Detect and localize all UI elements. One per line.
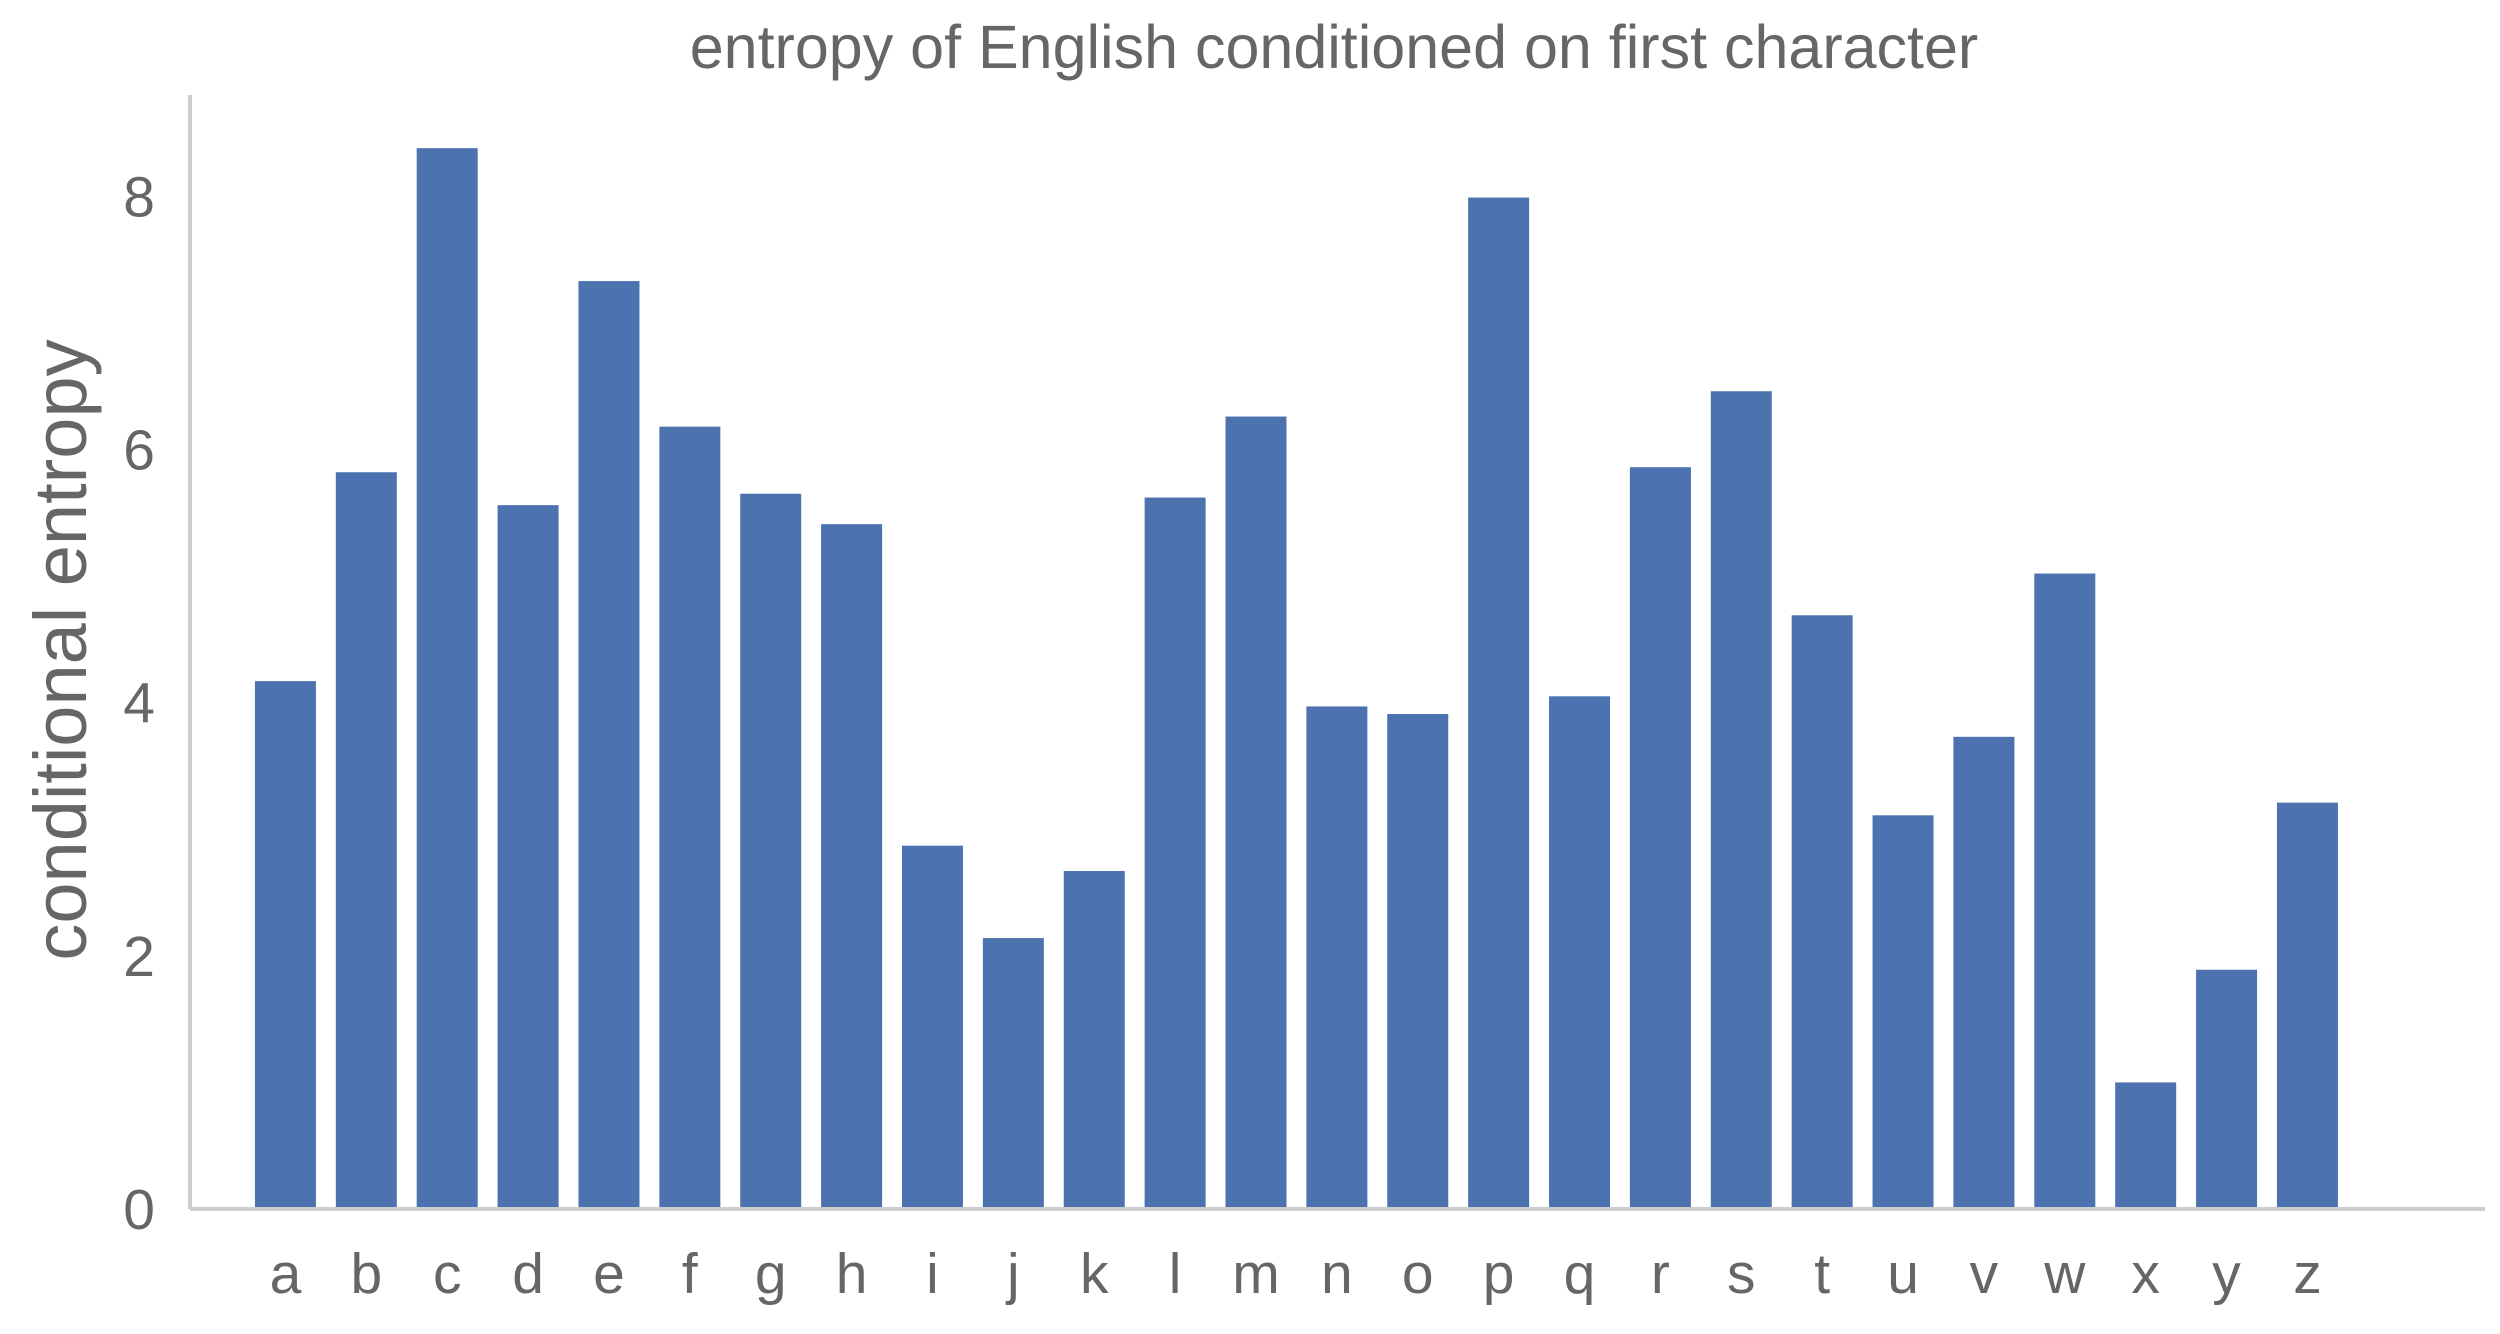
x-tick-label: c <box>433 1242 462 1306</box>
bar-g <box>740 493 802 1209</box>
x-tick-label: r <box>1651 1242 1670 1306</box>
x-tick-label: t <box>1814 1242 1830 1306</box>
x-tick-label: w <box>2043 1242 2086 1306</box>
y-tick-label: 6 <box>123 418 155 482</box>
bar-s <box>1710 391 1772 1209</box>
bar-c <box>416 148 478 1209</box>
x-tick-label: o <box>1402 1242 1434 1306</box>
bar-f <box>659 426 721 1209</box>
bar-k <box>1063 871 1125 1209</box>
bar-o <box>1387 714 1449 1209</box>
bar-h <box>821 524 883 1209</box>
x-tick-label: p <box>1483 1242 1515 1306</box>
x-tick-label: g <box>755 1242 787 1306</box>
x-tick-label: h <box>836 1242 868 1306</box>
x-tick-label: u <box>1887 1242 1919 1306</box>
bars-group <box>254 148 2338 1210</box>
bar-y <box>2196 969 2258 1209</box>
bar-b <box>335 472 397 1209</box>
x-tick-label: k <box>1080 1242 1109 1306</box>
x-tick-label: v <box>1970 1242 1999 1306</box>
x-tick-label: x <box>2131 1242 2160 1306</box>
x-tick-label: z <box>2293 1242 2322 1306</box>
bar-l <box>1144 497 1206 1209</box>
bar-w <box>2034 573 2096 1209</box>
bar-i <box>901 845 963 1209</box>
x-tick-label: y <box>2212 1242 2241 1306</box>
chart-title: entropy of English conditioned on first … <box>690 13 1979 81</box>
x-tick-label: j <box>1005 1242 1020 1306</box>
bar-m <box>1225 416 1287 1210</box>
bar-z <box>2276 802 2338 1209</box>
bar-p <box>1468 197 1530 1209</box>
y-tick-label: 2 <box>123 925 155 989</box>
y-tick-label: 0 <box>123 1178 155 1242</box>
bar-u <box>1872 815 1934 1209</box>
bar-r <box>1629 467 1691 1210</box>
x-tick-label: i <box>926 1242 939 1306</box>
x-tick-label: f <box>682 1242 698 1306</box>
x-tick-label: b <box>350 1242 382 1306</box>
bar-d <box>497 505 559 1209</box>
x-tick-label: e <box>593 1242 625 1306</box>
x-tick-label: d <box>512 1242 544 1306</box>
bar-x <box>2115 1082 2177 1209</box>
y-ticks-group: 0 2 4 6 8 <box>123 165 155 1242</box>
x-tick-label: m <box>1232 1242 1279 1306</box>
x-tick-label: a <box>270 1242 302 1306</box>
bar-j <box>982 938 1044 1209</box>
bar-v <box>1953 736 2015 1209</box>
y-tick-label: 4 <box>123 672 155 736</box>
y-axis-label: conditional entropy <box>19 339 102 960</box>
y-tick-label: 8 <box>123 165 155 229</box>
x-tick-label: s <box>1727 1242 1756 1306</box>
x-tick-label: q <box>1564 1242 1596 1306</box>
x-tick-label: l <box>1169 1242 1182 1306</box>
bar-q <box>1549 696 1611 1209</box>
bar-t <box>1791 615 1853 1209</box>
bar-n <box>1306 706 1368 1209</box>
x-tick-label: n <box>1321 1242 1353 1306</box>
bar-e <box>578 281 640 1209</box>
bar-a <box>254 681 316 1209</box>
